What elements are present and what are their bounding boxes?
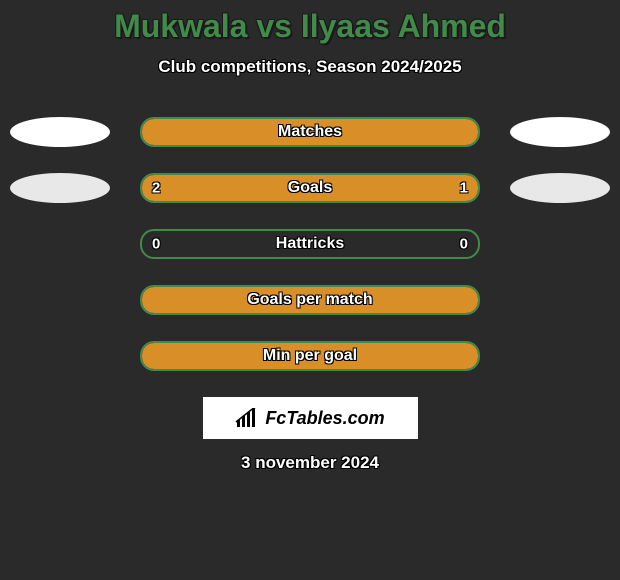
logo-box: FcTables.com [203, 397, 418, 439]
stat-right-value: 0 [460, 236, 468, 253]
logo-text: FcTables.com [265, 408, 384, 429]
stat-left-value: 2 [152, 180, 160, 197]
stat-row: Matches [0, 117, 620, 147]
left-ellipse [10, 173, 110, 203]
comparison-card: Mukwala vs Ilyaas Ahmed Club competition… [0, 0, 620, 473]
stat-label: Hattricks [276, 235, 344, 253]
left-ellipse [10, 117, 110, 147]
stat-label: Min per goal [263, 347, 357, 365]
stat-bar: Goals per match [140, 285, 480, 315]
stat-right-value: 1 [460, 180, 468, 197]
stat-row: Goals per match [0, 285, 620, 315]
stat-label: Goals [288, 179, 332, 197]
stat-left-value: 0 [152, 236, 160, 253]
right-ellipse [510, 173, 610, 203]
date-text: 3 november 2024 [0, 453, 620, 473]
stat-bar: Matches [140, 117, 480, 147]
chart-bars-icon [235, 408, 261, 428]
page-title: Mukwala vs Ilyaas Ahmed [0, 8, 620, 45]
stat-label: Goals per match [247, 291, 372, 309]
stat-label: Matches [278, 123, 342, 141]
stat-row: Min per goal [0, 341, 620, 371]
right-ellipse [510, 117, 610, 147]
stat-row: 2 1 Goals [0, 173, 620, 203]
stat-bar: Min per goal [140, 341, 480, 371]
bar-fill-left [142, 175, 367, 201]
stat-bar: 2 1 Goals [140, 173, 480, 203]
stats-container: Matches 2 1 Goals 0 0 Hattricks Goals per match… [0, 117, 620, 371]
stat-row: 0 0 Hattricks [0, 229, 620, 259]
page-subtitle: Club competitions, Season 2024/2025 [0, 57, 620, 77]
stat-bar: 0 0 Hattricks [140, 229, 480, 259]
